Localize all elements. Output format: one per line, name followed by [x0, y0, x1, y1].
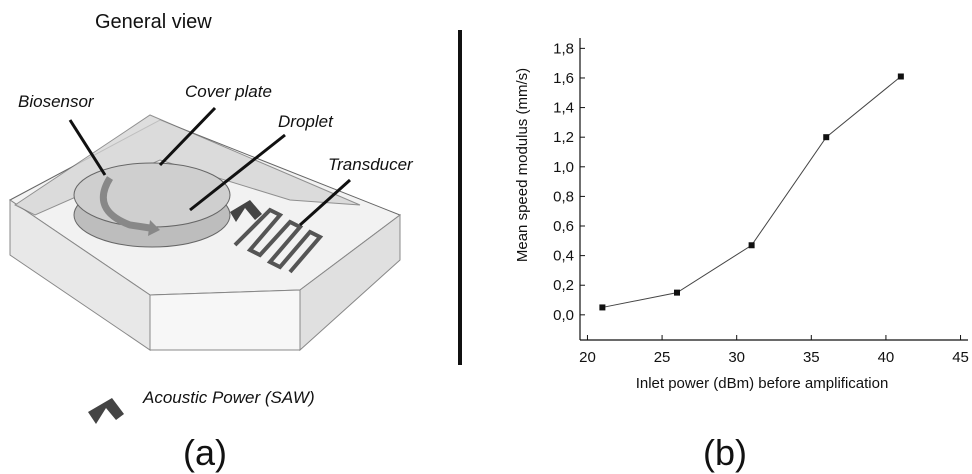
- data-point: [823, 134, 830, 141]
- y-tick-label: 0,2: [553, 277, 574, 294]
- data-point: [599, 304, 606, 311]
- y-tick-label: 0,0: [553, 307, 574, 324]
- diagram-title: General view: [95, 11, 212, 33]
- x-tick-label: 40: [878, 349, 895, 366]
- substrate-front: [149, 289, 301, 351]
- panel-label: (b): [703, 432, 747, 473]
- transducer: [233, 207, 324, 274]
- biosensor-track: [99, 176, 151, 232]
- x-tick-label: 25: [654, 349, 671, 366]
- y-tick-label: 0,4: [553, 248, 574, 265]
- x-axis-label: Inlet power (dBm) before amplification: [636, 375, 889, 392]
- y-tick-label: 1,0: [553, 159, 574, 176]
- diagram-label: Cover plate: [185, 82, 272, 101]
- biosensor-arrowhead: [148, 220, 160, 236]
- data-point: [748, 242, 755, 249]
- data-line: [602, 76, 902, 308]
- y-tick-label: 1,2: [553, 129, 574, 146]
- y-tick-label: 1,8: [553, 40, 574, 57]
- x-tick-label: 45: [952, 349, 969, 366]
- panel-label: (a): [183, 432, 227, 473]
- cover-plate: [14, 114, 361, 216]
- legend-text: Acoustic Power (SAW): [142, 388, 315, 407]
- diagram-label: Transducer: [328, 155, 414, 174]
- data-point: [897, 73, 904, 80]
- x-tick-label: 35: [803, 349, 820, 366]
- x-tick-label: 30: [728, 349, 745, 366]
- diagram-label: Droplet: [278, 112, 334, 131]
- data-point: [674, 289, 680, 296]
- substrate-side: [9, 199, 151, 351]
- diagram-label: Biosensor: [18, 92, 95, 111]
- y-tick-label: 0,6: [553, 218, 574, 235]
- y-tick-label: 1,6: [553, 70, 574, 87]
- substrate-edge: [299, 214, 401, 352]
- device-diagram: [9, 106, 402, 424]
- y-tick-label: 0,8: [553, 188, 574, 205]
- y-axis-label: Mean speed modulus (mm/s): [514, 68, 531, 262]
- legend-arrow: [88, 398, 124, 424]
- saw-arrow: [230, 200, 262, 222]
- x-tick-label: 20: [579, 349, 596, 366]
- pointer-lines: [68, 106, 352, 227]
- y-tick-label: 1,4: [553, 100, 574, 117]
